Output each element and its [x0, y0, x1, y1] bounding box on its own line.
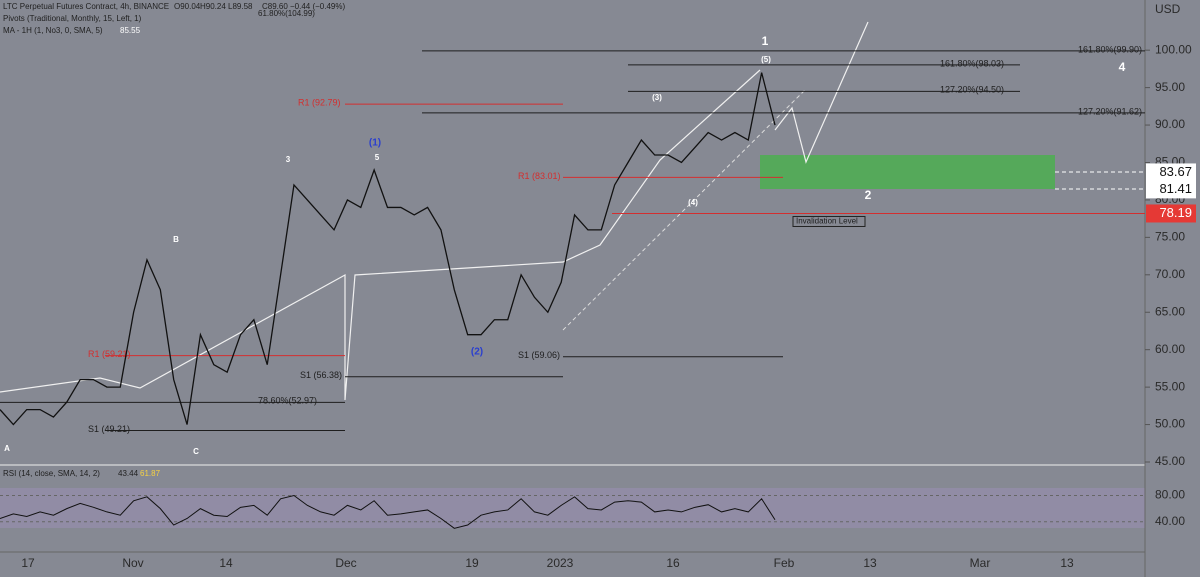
level-label: Invalidation Level: [796, 217, 858, 226]
x-tick-label: 17: [21, 556, 35, 570]
level-label: R1 (59.21): [88, 349, 131, 359]
wave-label: 2: [865, 188, 872, 202]
y-tick-label: 100.00: [1155, 42, 1192, 56]
price-line: [0, 72, 776, 426]
rsi-tick-label: 40.00: [1155, 514, 1185, 528]
level-label: 127.20%(94.50): [940, 85, 1004, 95]
wave-label: 5: [375, 153, 380, 162]
ohlc-change: −0.44 (−0.49%): [290, 2, 345, 11]
price-tag-label: 81.41: [1159, 181, 1192, 196]
x-tick-label: 2023: [547, 556, 574, 570]
y-tick-label: 60.00: [1155, 342, 1185, 356]
x-tick-label: 19: [465, 556, 479, 570]
currency: USD: [1155, 2, 1181, 16]
label-box: [792, 215, 866, 227]
x-tick-label: 14: [219, 556, 233, 570]
x-tick-label: 16: [666, 556, 680, 570]
y-tick-label: 50.00: [1155, 417, 1185, 431]
y-tick-label: 95.00: [1155, 80, 1185, 94]
x-tick-label: 13: [1060, 556, 1074, 570]
wave-label: A: [4, 444, 10, 453]
wave-label: B: [173, 235, 179, 244]
level-label: R1 (92.79): [298, 98, 341, 108]
wave-label: 3: [286, 155, 291, 164]
wave-label: (2): [471, 347, 483, 358]
rsi-value: 43.44: [118, 469, 139, 478]
symbol: LTC Perpetual Futures Contract, 4h, BINA…: [3, 2, 169, 11]
ohlc-high: H90.24: [200, 2, 226, 11]
level-label: 78.60%(52.97): [258, 396, 317, 406]
wave-trendline: [0, 69, 761, 401]
rsi-ma-value: 61.87: [140, 469, 161, 478]
price-tag: [1146, 204, 1196, 223]
y-tick-label: 75.00: [1155, 230, 1185, 244]
price-tag: [1146, 180, 1196, 199]
x-tick-label: Dec: [335, 556, 356, 570]
fib-top: 61.80%(104.99): [258, 9, 315, 18]
rsi-title: RSI (14, close, SMA, 14, 2): [3, 469, 100, 478]
x-tick-label: Mar: [970, 556, 991, 570]
pivots-indicator: Pivots (Traditional, Monthly, 15, Left, …: [3, 14, 142, 23]
wave-label: (4): [688, 198, 698, 207]
level-label: 161.80%(98.03): [940, 58, 1004, 68]
projection-path: [774, 21, 869, 164]
x-tick-label: 13: [863, 556, 877, 570]
y-tick-label: 55.00: [1155, 379, 1185, 393]
ohlc-close: C89.60: [262, 2, 288, 11]
ohlc-low: L89.58: [228, 2, 253, 11]
price-tag-label: 78.19: [1159, 205, 1192, 220]
x-tick-label: Nov: [122, 556, 143, 570]
level-label: R1 (83.01): [518, 171, 561, 181]
x-tick-label: Feb: [774, 556, 795, 570]
target-zone: [760, 155, 1055, 189]
level-label: 127.20%(91.62): [1078, 106, 1142, 116]
y-tick-label: 90.00: [1155, 117, 1185, 131]
rsi-line: [0, 494, 776, 529]
wave-label: 4: [1119, 60, 1126, 74]
wave-label: (3): [652, 93, 662, 102]
ma-value: 85.55: [120, 26, 141, 35]
wave-label: C: [193, 447, 199, 456]
channel-line: [562, 89, 806, 331]
wave-label: (5): [761, 55, 771, 64]
rsi-tick-label: 80.00: [1155, 488, 1185, 502]
level-label: S1 (59.06): [518, 350, 560, 360]
level-label: S1 (49.21): [88, 424, 130, 434]
ohlc-open: O90.04: [174, 2, 201, 11]
ma-indicator: MA - 1H (1, No3, 0, SMA, 5): [3, 26, 103, 35]
price-tag: [1146, 163, 1196, 182]
level-label: 161.80%(99.90): [1078, 44, 1142, 54]
level-label: S1 (56.38): [300, 370, 342, 380]
y-tick-label: 70.00: [1155, 267, 1185, 281]
y-tick-label: 65.00: [1155, 304, 1185, 318]
wave-label: (1): [369, 138, 381, 149]
wave-label: 1: [762, 34, 769, 48]
price-tag-label: 83.67: [1159, 164, 1192, 179]
y-tick-label: 45.00: [1155, 454, 1185, 468]
